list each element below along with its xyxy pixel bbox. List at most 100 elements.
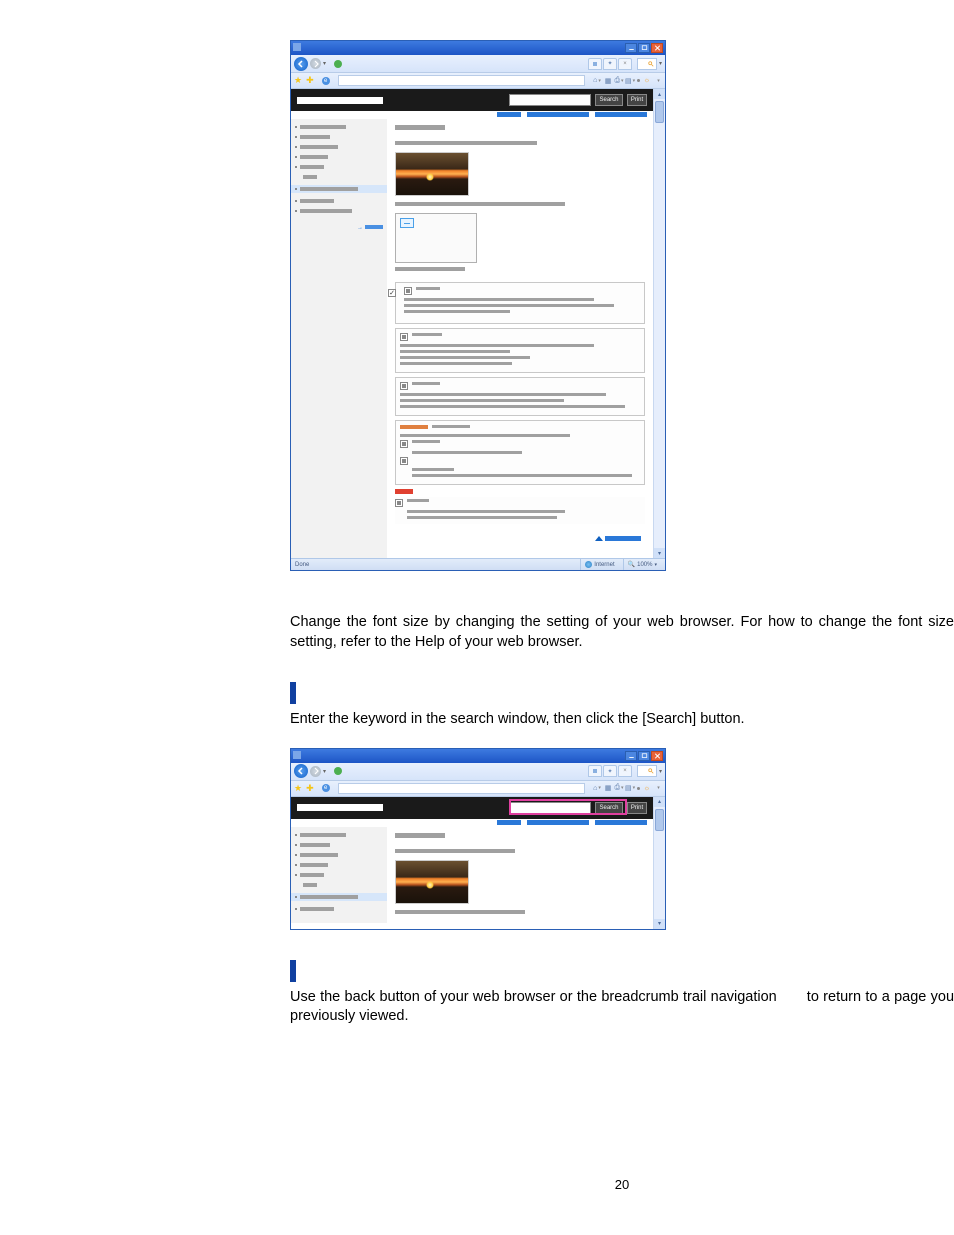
favorites-toolbar: ★ ✚ e ⌂▾ ▦ ⎙▾ ▤▾ ☼ ▾ <box>291 781 665 797</box>
print-icon[interactable]: ⎙▾ <box>615 784 623 792</box>
site-print-button[interactable]: Print <box>627 94 647 106</box>
sidebar-item-active[interactable] <box>291 185 387 193</box>
minimize-button[interactable] <box>625 751 637 761</box>
sidebar-item[interactable] <box>295 199 383 203</box>
sidebar-item[interactable] <box>295 209 383 213</box>
content-heading <box>395 125 445 130</box>
content-section <box>395 497 645 524</box>
home-icon[interactable]: ⌂▾ <box>593 784 601 792</box>
refresh-icon[interactable] <box>334 60 342 68</box>
feeds-icon[interactable]: ▦ <box>604 77 612 85</box>
close-button[interactable] <box>651 751 663 761</box>
nav-segment[interactable] <box>497 820 521 825</box>
content-heading <box>395 833 445 838</box>
site-navbar <box>291 111 653 119</box>
favorite-tab-icon[interactable]: e <box>322 784 330 792</box>
address-bar[interactable] <box>338 783 585 794</box>
print-icon[interactable]: ⎙▾ <box>615 77 623 85</box>
scroll-thumb[interactable] <box>655 101 664 123</box>
page-top-link[interactable] <box>395 528 645 552</box>
back-button[interactable] <box>294 764 308 778</box>
maximize-button[interactable] <box>638 43 650 53</box>
add-favorite-icon[interactable]: ✚ <box>306 783 314 794</box>
scroll-up-icon[interactable]: ▴ <box>654 797 665 807</box>
app-icon <box>293 43 301 51</box>
site-print-button[interactable]: Print <box>627 802 647 814</box>
site-search-input[interactable] <box>509 802 591 814</box>
favorites-star-icon[interactable]: ★ <box>294 783 302 794</box>
zoom-level[interactable]: 🔍 100% ▾ <box>623 559 661 570</box>
home-icon[interactable]: ⌂▾ <box>593 77 601 85</box>
back-button[interactable] <box>294 57 308 71</box>
separator-dot <box>637 787 640 790</box>
page-icon[interactable]: ▤▾ <box>626 77 634 85</box>
site-search-button[interactable]: Search <box>595 802 623 814</box>
browser-search-box[interactable] <box>637 765 657 777</box>
sidebar-item[interactable] <box>295 833 383 837</box>
minimize-button[interactable] <box>625 43 637 53</box>
sidebar-subitem[interactable] <box>303 883 383 887</box>
sidebar-item[interactable] <box>295 125 383 129</box>
content-caption <box>395 267 465 271</box>
sidebar-item[interactable] <box>295 863 383 867</box>
scroll-down-icon[interactable]: ▾ <box>654 548 665 558</box>
favorite-tab-icon[interactable]: e <box>322 77 330 85</box>
square-icon <box>400 382 408 390</box>
address-bar[interactable] <box>338 75 585 86</box>
tab-close[interactable]: × <box>618 765 632 777</box>
nav-segment[interactable] <box>595 112 647 117</box>
scrollbar[interactable]: ▴ ▾ <box>653 797 665 929</box>
scroll-down-icon[interactable]: ▾ <box>654 919 665 929</box>
paragraph-back-before: Use the back button of your web browser … <box>290 989 777 1005</box>
feeds-icon[interactable]: ▦ <box>604 784 612 792</box>
maximize-button[interactable] <box>638 751 650 761</box>
forward-button[interactable] <box>310 766 321 777</box>
scrollbar[interactable]: ▴ ▾ <box>653 89 665 558</box>
add-favorite-icon[interactable]: ✚ <box>306 75 314 86</box>
menu-chevron-icon[interactable]: ▾ <box>654 784 662 792</box>
status-bar: Done Internet 🔍 100% ▾ <box>291 558 665 570</box>
forward-button[interactable] <box>310 58 321 69</box>
search-icon <box>648 768 654 774</box>
sidebar-item[interactable] <box>295 145 383 149</box>
sidebar-link[interactable] <box>365 225 383 229</box>
menu-chevron-icon[interactable]: ▾ <box>654 77 662 85</box>
browser-search-box[interactable] <box>637 58 657 70</box>
sidebar-item[interactable] <box>295 907 383 911</box>
content-section <box>395 328 645 373</box>
tab-1[interactable] <box>588 58 602 70</box>
frame-button[interactable] <box>400 218 414 228</box>
separator-dot <box>637 79 640 82</box>
site-search-input[interactable] <box>509 94 591 106</box>
sidebar-item[interactable] <box>295 853 383 857</box>
tab-1[interactable] <box>588 765 602 777</box>
sidebar-item[interactable] <box>295 873 383 877</box>
close-button[interactable] <box>651 43 663 53</box>
tab-2[interactable]: ✦ <box>603 58 617 70</box>
sidebar-item[interactable] <box>295 155 383 159</box>
favorites-star-icon[interactable]: ★ <box>294 75 302 86</box>
site-search-button[interactable]: Search <box>595 94 623 106</box>
sidebar-item[interactable] <box>295 843 383 847</box>
nav-toolbar: ▾ ✦ × ▾ <box>291 763 665 781</box>
tab-close[interactable]: × <box>618 58 632 70</box>
tools-icon[interactable]: ☼ <box>643 784 651 792</box>
refresh-icon[interactable] <box>334 767 342 775</box>
nav-segment[interactable] <box>527 820 589 825</box>
checkbox-icon[interactable] <box>388 289 396 297</box>
nav-segment[interactable] <box>497 112 521 117</box>
page-icon[interactable]: ▤▾ <box>626 784 634 792</box>
square-icon <box>400 457 408 465</box>
tab-2[interactable]: ✦ <box>603 765 617 777</box>
scroll-up-icon[interactable]: ▴ <box>654 89 665 99</box>
nav-segment[interactable] <box>595 820 647 825</box>
content-section <box>395 420 645 485</box>
scroll-thumb[interactable] <box>655 809 664 831</box>
sidebar-item[interactable] <box>295 135 383 139</box>
security-zone: Internet <box>580 559 618 570</box>
nav-segment[interactable] <box>527 112 589 117</box>
sidebar-item-active[interactable] <box>291 893 387 901</box>
sidebar-subitem[interactable] <box>303 175 383 179</box>
tools-icon[interactable]: ☼ <box>643 77 651 85</box>
sidebar-item[interactable] <box>295 165 383 169</box>
